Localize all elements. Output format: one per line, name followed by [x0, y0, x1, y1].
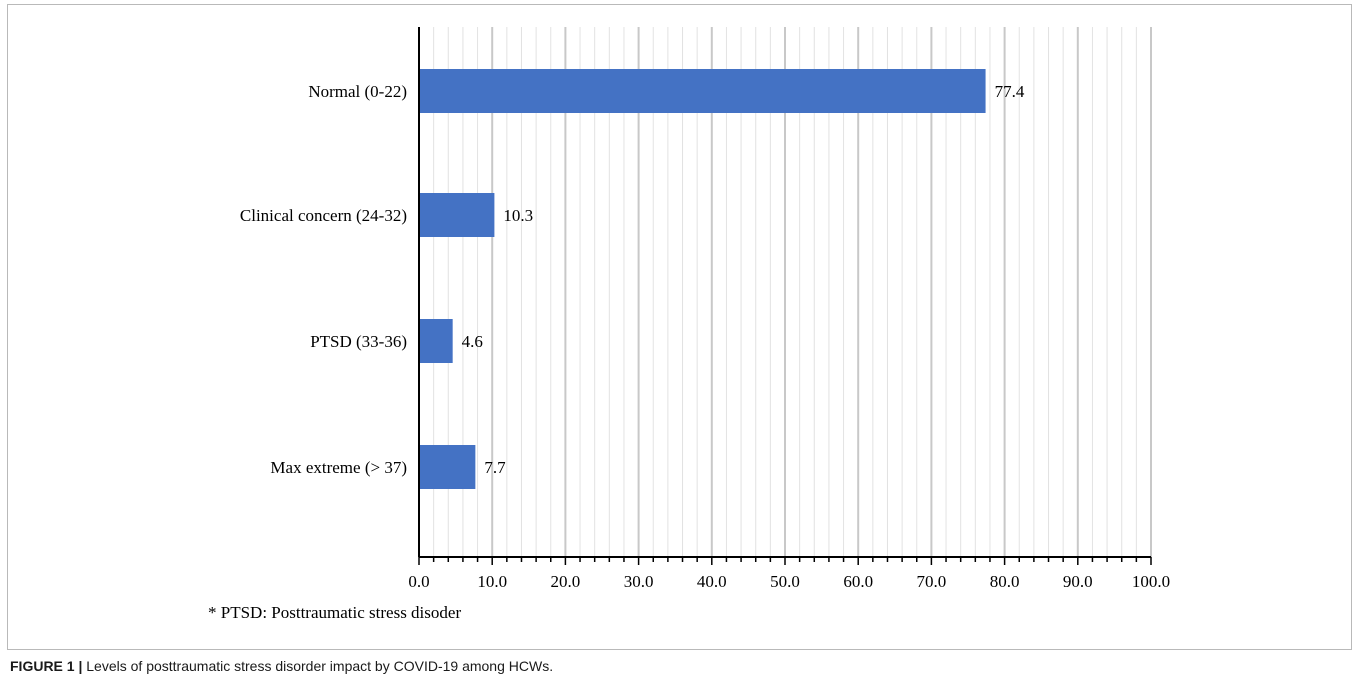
x-tick-label: 10.0 — [477, 572, 507, 591]
figure-caption: FIGURE 1 | Levels of posttraumatic stres… — [10, 658, 553, 674]
x-tick-label: 50.0 — [770, 572, 800, 591]
x-tick-label: 20.0 — [551, 572, 581, 591]
data-label: 7.7 — [484, 458, 506, 477]
chart-footnote: * PTSD: Posttraumatic stress disoder — [208, 603, 462, 622]
bar — [419, 193, 495, 237]
bar — [419, 445, 476, 489]
x-tick-label: 90.0 — [1063, 572, 1093, 591]
data-label: 4.6 — [462, 332, 483, 351]
caption-label: FIGURE 1 | — [10, 658, 83, 674]
data-label: 77.4 — [995, 82, 1025, 101]
x-tick-label: 80.0 — [990, 572, 1020, 591]
x-tick-label: 0.0 — [408, 572, 429, 591]
x-tick-label: 60.0 — [843, 572, 873, 591]
category-label: Normal (0-22) — [308, 82, 407, 101]
bar-chart: 77.4 Normal (0-22) 10.3 Clinical concern (2… — [240, 27, 1170, 591]
category-label: Clinical concern (24-32) — [240, 206, 407, 225]
category-label: Max extreme (> 37) — [270, 458, 407, 477]
bar — [419, 69, 986, 113]
data-label: 10.3 — [503, 206, 533, 225]
caption-text: Levels of posttraumatic stress disorder … — [86, 658, 554, 674]
x-tick-label: 30.0 — [624, 572, 654, 591]
x-tick-label: 70.0 — [917, 572, 947, 591]
category-label: PTSD (33-36) — [310, 332, 407, 351]
figure-frame: 77.4 Normal (0-22) 10.3 Clinical concern (2… — [7, 4, 1352, 650]
bar — [419, 319, 453, 363]
x-tick-label: 100.0 — [1132, 572, 1170, 591]
x-tick-label: 40.0 — [697, 572, 727, 591]
